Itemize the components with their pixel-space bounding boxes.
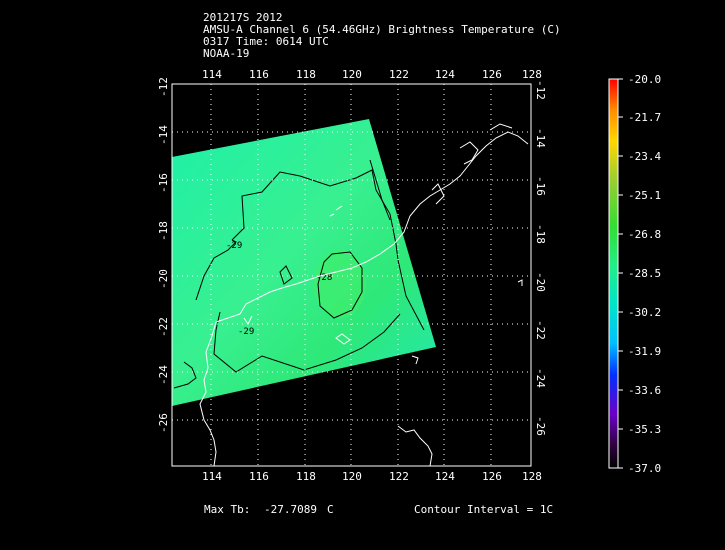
- lon-label-bottom: 116: [249, 470, 269, 483]
- lon-label-bottom: 124: [435, 470, 455, 483]
- lat-label-left: -18: [157, 221, 170, 241]
- lat-label-left: -24: [157, 365, 170, 385]
- lon-label-bottom: 128: [522, 470, 542, 483]
- coastline: [199, 123, 529, 467]
- lat-label-left: -16: [157, 173, 170, 193]
- lat-label-right: -12: [534, 80, 547, 100]
- title-time: 0317 Time: 0614 UTC: [203, 35, 329, 48]
- lat-label-left: -26: [157, 413, 170, 433]
- lat-label-right: -22: [534, 320, 547, 340]
- colorbar-label: -23.4: [628, 150, 662, 163]
- graticule: [172, 84, 531, 466]
- colorbar-label: -28.5: [628, 267, 662, 280]
- contour-label-2: -28: [316, 273, 332, 283]
- lon-label-bottom: 114: [202, 470, 222, 483]
- data-swath: [172, 119, 436, 406]
- colorbar-label: -31.9: [628, 345, 662, 358]
- contour-interval: Contour Interval = 1C: [414, 503, 554, 516]
- contour-label-1: -29: [226, 241, 242, 251]
- colorbar-label: -33.6: [628, 384, 662, 397]
- right-lat-labels: -12 -14 -16 -18 -20 -22 -24 -26: [534, 80, 547, 436]
- title-product: AMSU-A Channel 6 (54.46GHz) Brightness T…: [203, 23, 561, 36]
- bottom-lon-labels: 114 116 118 120 122 124 126 128: [202, 470, 542, 483]
- left-lat-labels: -12 -14 -16 -18 -20 -22 -24 -26: [157, 77, 170, 433]
- lon-label-bottom: 120: [342, 470, 362, 483]
- lon-label-bottom: 122: [389, 470, 409, 483]
- colorbar-label: -25.1: [628, 189, 662, 202]
- lat-label-right: -14: [534, 128, 547, 148]
- lon-label-top: 122: [389, 68, 409, 81]
- lat-label-left: -12: [157, 77, 170, 97]
- lon-label-top: 118: [296, 68, 316, 81]
- lat-label-right: -26: [534, 416, 547, 436]
- colorbar-ticks: [618, 78, 623, 469]
- lat-label-left: -20: [157, 269, 170, 289]
- lon-label-top: 128: [522, 68, 542, 81]
- lat-label-right: -24: [534, 368, 547, 388]
- colorbar-label: -37.0: [628, 462, 662, 475]
- lat-label-right: -18: [534, 224, 547, 244]
- warm-core: [314, 250, 366, 318]
- lon-label-top: 120: [342, 68, 362, 81]
- lat-label-right: -16: [534, 176, 547, 196]
- top-lon-labels: 114 116 118 120 122 124 126 128: [202, 68, 542, 81]
- colorbar-label: -30.2: [628, 306, 662, 319]
- lon-label-top: 124: [435, 68, 455, 81]
- title-satellite: NOAA-19: [203, 47, 250, 60]
- colorbar: [608, 78, 619, 469]
- colorbar-label: -26.8: [628, 228, 662, 241]
- colorbar-label: -20.0: [628, 73, 662, 86]
- lon-label-top: 114: [202, 68, 222, 81]
- colorbar-label: -35.3: [628, 423, 662, 436]
- max-tb-unit: C: [327, 503, 334, 516]
- lat-label-left: -22: [157, 317, 170, 337]
- max-tb-value: -27.7089: [264, 503, 317, 516]
- lat-label-left: -14: [157, 125, 170, 145]
- max-tb-label: Max Tb:: [204, 503, 251, 516]
- lon-label-bottom: 126: [482, 470, 502, 483]
- contour-lines: [173, 159, 425, 389]
- contour-label-3: -29: [238, 327, 254, 337]
- lon-label-top: 116: [249, 68, 269, 81]
- lon-label-bottom: 118: [296, 470, 316, 483]
- colorbar-label: -21.7: [628, 111, 662, 124]
- lon-label-top: 126: [482, 68, 502, 81]
- title-storm-id: 201217S 2012: [203, 11, 283, 24]
- lat-label-right: -20: [534, 272, 547, 292]
